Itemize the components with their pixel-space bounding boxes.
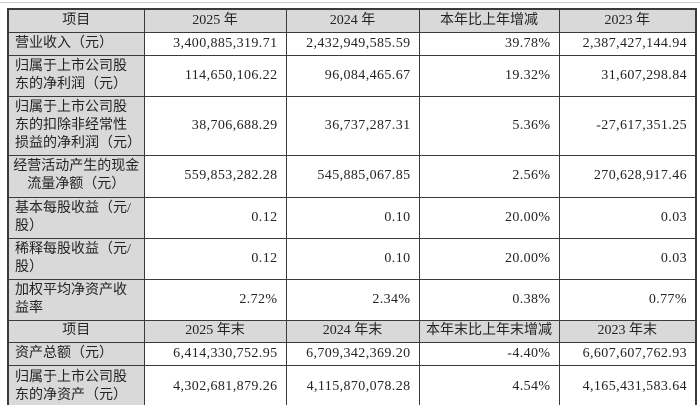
value-cell: 38,706,688.29 <box>143 95 287 156</box>
header-cell-2023-end: 2023 年末 <box>558 319 697 343</box>
value-cell: 96,084,465.67 <box>285 54 420 97</box>
row-label: 加权平均净资产收益率 <box>7 278 145 321</box>
value-cell: 6,709,342,369.20 <box>285 341 420 366</box>
table-row-total-assets: 资产总额（元） 6,414,330,752.95 6,709,342,369.2… <box>7 341 697 366</box>
value-cell: -27,617,351.25 <box>558 95 697 156</box>
table-row-net-profit-excl-nonrecurring: 归属于上市公司股东的扣除非经常性损益的净利润（元） 38,706,688.29 … <box>7 95 697 156</box>
value-cell: 4,115,870,078.28 <box>285 364 420 405</box>
table-row-basic-eps: 基本每股收益（元/股） 0.12 0.10 20.00% 0.03 <box>7 196 697 239</box>
value-cell: 19.32% <box>418 54 560 97</box>
value-cell: 5.36% <box>418 95 560 156</box>
header-cell-item: 项目 <box>7 8 145 33</box>
table-row-net-profit: 归属于上市公司股东的净利润（元） 114,650,106.22 96,084,4… <box>7 54 697 97</box>
value-cell: 0.12 <box>143 196 287 239</box>
value-cell: 545,885,067.85 <box>285 154 420 198</box>
value-cell: 0.77% <box>558 278 697 321</box>
value-cell: 6,414,330,752.95 <box>143 341 287 366</box>
table-row-diluted-eps: 稀释每股收益（元/股） 0.12 0.10 20.00% 0.03 <box>7 237 697 280</box>
value-cell: 0.12 <box>143 237 287 280</box>
value-cell: 6,607,607,762.93 <box>558 341 697 366</box>
value-cell: 2,387,427,144.94 <box>558 31 697 56</box>
table-row-revenue: 营业收入（元） 3,400,885,319.71 2,432,949,585.5… <box>7 31 697 56</box>
value-cell: 36,737,287.31 <box>285 95 420 156</box>
row-label: 归属于上市公司股东的净资产（元） <box>7 364 145 405</box>
value-cell: 3,400,885,319.71 <box>143 31 287 56</box>
value-cell: 0.03 <box>558 196 697 239</box>
value-cell: 20.00% <box>418 237 560 280</box>
value-cell: 20.00% <box>418 196 560 239</box>
table-row-operating-cash-flow: 经营活动产生的现金流量净额（元） 559,853,282.28 545,885,… <box>7 154 697 198</box>
value-cell: 4,165,431,583.64 <box>558 364 697 405</box>
row-label: 基本每股收益（元/股） <box>7 196 145 239</box>
row-label: 营业收入（元） <box>7 31 145 56</box>
value-cell: 4.54% <box>418 364 560 405</box>
header-cell-2024-end: 2024 年末 <box>285 319 420 343</box>
header-cell-yoy-change: 本年比上年增减 <box>418 8 560 33</box>
table-row-weighted-avg-roe: 加权平均净资产收益率 2.72% 2.34% 0.38% 0.77% <box>7 278 697 321</box>
row-label: 稀释每股收益（元/股） <box>7 237 145 280</box>
value-cell: 559,853,282.28 <box>143 154 287 198</box>
header-cell-2025-end: 2025 年末 <box>143 319 287 343</box>
value-cell: 2,432,949,585.59 <box>285 31 420 56</box>
row-label: 归属于上市公司股东的扣除非经常性损益的净利润（元） <box>7 95 145 156</box>
header-cell-yoy-end-change: 本年末比上年末增减 <box>418 319 560 343</box>
top-divider-line <box>0 2 700 3</box>
value-cell: 4,302,681,879.26 <box>143 364 287 405</box>
value-cell: 2.72% <box>143 278 287 321</box>
row-label: 归属于上市公司股东的净利润（元） <box>7 54 145 97</box>
header-cell-2024: 2024 年 <box>285 8 420 33</box>
header-cell-2023: 2023 年 <box>558 8 697 33</box>
table-row-net-assets: 归属于上市公司股东的净资产（元） 4,302,681,879.26 4,115,… <box>7 364 697 405</box>
row-label: 资产总额（元） <box>7 341 145 366</box>
header-cell-2025: 2025 年 <box>143 8 287 33</box>
value-cell: 0.03 <box>558 237 697 280</box>
value-cell: 0.10 <box>285 237 420 280</box>
financial-summary-table: 项目 2025 年 2024 年 本年比上年增减 2023 年 营业收入（元） … <box>7 8 697 405</box>
header-cell-item: 项目 <box>7 319 145 343</box>
value-cell: 31,607,298.84 <box>558 54 697 97</box>
row-label: 经营活动产生的现金流量净额（元） <box>7 154 145 198</box>
value-cell: -4.40% <box>418 341 560 366</box>
period-end-header-row: 项目 2025 年末 2024 年末 本年末比上年末增减 2023 年末 <box>7 319 697 343</box>
value-cell: 2.34% <box>285 278 420 321</box>
value-cell: 39.78% <box>418 31 560 56</box>
value-cell: 270,628,917.46 <box>558 154 697 198</box>
value-cell: 0.38% <box>418 278 560 321</box>
period-header-row: 项目 2025 年 2024 年 本年比上年增减 2023 年 <box>7 8 697 33</box>
value-cell: 2.56% <box>418 154 560 198</box>
value-cell: 0.10 <box>285 196 420 239</box>
value-cell: 114,650,106.22 <box>143 54 287 97</box>
